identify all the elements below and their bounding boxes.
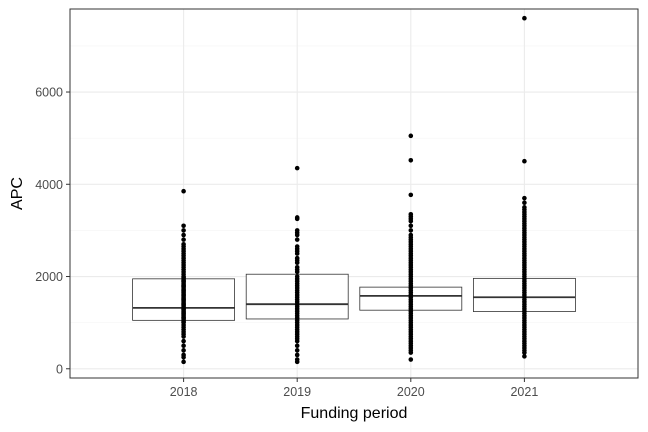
data-point-2019: [294, 352, 300, 358]
data-point-2019: [294, 251, 300, 256]
data-point-2019: [294, 260, 300, 265]
x-tick-label: 2019: [283, 385, 311, 399]
data-point-2018: [181, 359, 186, 365]
data-point-2018: [181, 348, 186, 353]
data-point-2018: [181, 232, 186, 238]
data-point-2019: [294, 338, 300, 344]
data-point-2019: [294, 232, 300, 238]
data-point-2018: [181, 334, 186, 339]
data-point-2018: [181, 354, 186, 360]
data-point-2020: [408, 228, 414, 233]
data-point-2018: [181, 188, 186, 194]
data-point-2020: [408, 357, 414, 362]
data-point-2020: [408, 223, 414, 229]
data-point-2018: [181, 223, 186, 229]
y-tick-label: 4000: [35, 178, 63, 192]
data-point-2021: [522, 354, 527, 359]
boxes: [132, 273, 576, 321]
data-point-2019: [294, 348, 300, 353]
x-axis-title: Funding period: [301, 405, 408, 422]
data-point-2019: [294, 343, 300, 349]
data-point-2021: [522, 15, 527, 21]
x-tick-label: 2021: [510, 385, 538, 399]
data-point-2019: [294, 216, 300, 222]
x-tick-label: 2020: [397, 385, 425, 399]
y-axis-ticks: 0 2000 4000 6000: [35, 86, 70, 376]
data-point-2020: [408, 157, 414, 163]
data-point-2019: [294, 237, 300, 242]
data-points: [181, 15, 527, 365]
data-point-2020: [408, 192, 414, 198]
data-point-2021: [522, 200, 527, 206]
data-point-2018: [181, 338, 186, 344]
data-point-2019: [294, 359, 300, 365]
data-point-2021: [522, 158, 527, 164]
data-point-2020: [408, 350, 414, 355]
data-point-2019: [294, 269, 300, 275]
panel-border: [69, 8, 639, 379]
y-tick-label: 2000: [35, 270, 63, 284]
data-point-2020: [408, 218, 414, 224]
x-tick-label: 2018: [170, 385, 198, 399]
data-point-2021: [522, 195, 527, 201]
data-point-2018: [181, 343, 186, 349]
x-axis-ticks: 2018 2019 2020 2021: [170, 378, 538, 399]
y-tick-label: 0: [56, 362, 63, 376]
data-point-2020: [408, 133, 414, 139]
grid-minor: [70, 45, 638, 323]
data-point-2018: [181, 228, 186, 233]
data-point-2021: [522, 350, 527, 355]
y-axis-title: APC: [9, 177, 26, 210]
y-tick-label: 6000: [35, 86, 63, 100]
data-point-2019: [294, 165, 300, 171]
data-point-2018: [181, 237, 186, 242]
